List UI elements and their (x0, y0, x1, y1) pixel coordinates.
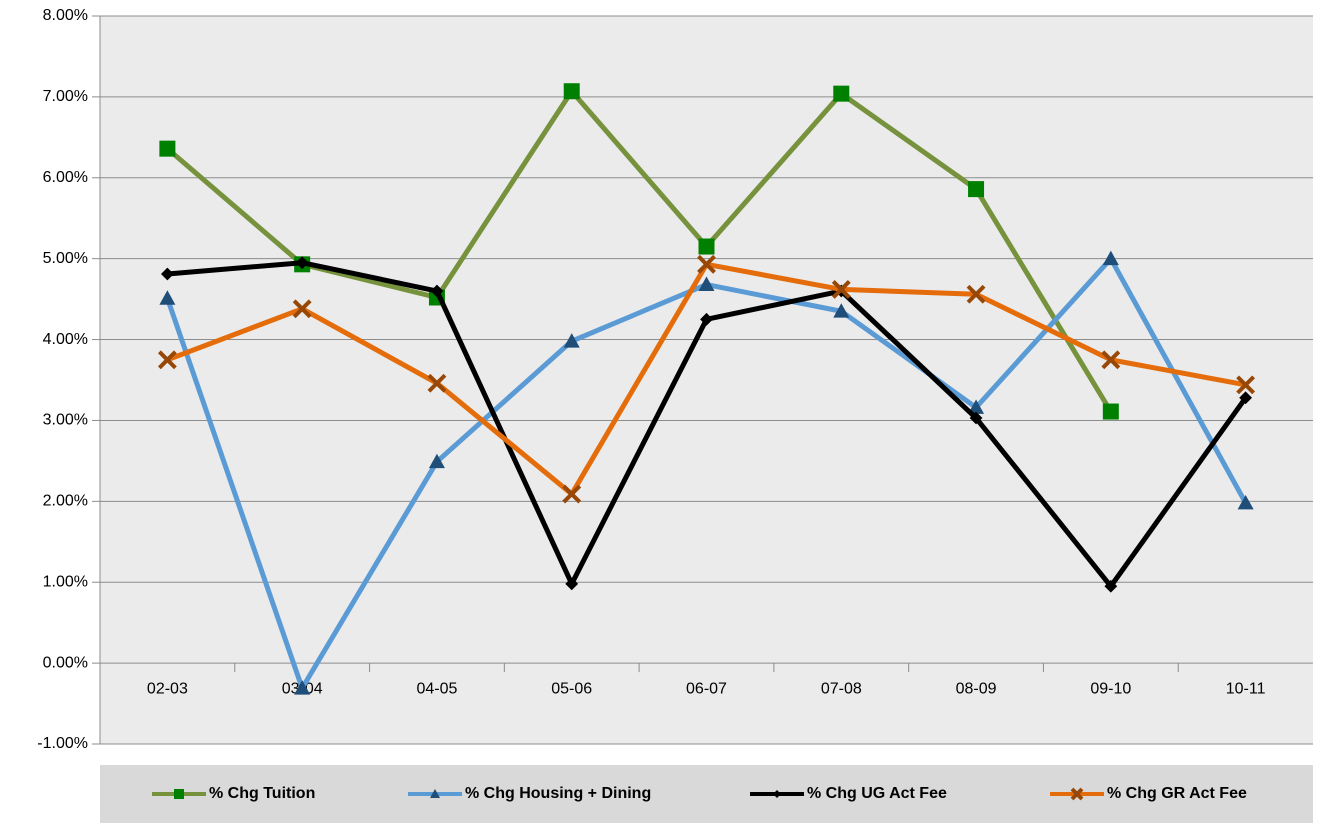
x-tick-label: 08-09 (956, 680, 997, 697)
marker (157, 350, 177, 370)
marker (430, 284, 444, 298)
marker (831, 279, 851, 299)
marker (294, 680, 311, 695)
marker (966, 284, 986, 304)
y-tick-label: 2.00% (43, 493, 88, 510)
y-tick-label: 3.00% (43, 412, 88, 429)
marker (174, 789, 184, 799)
marker (1102, 250, 1119, 266)
x-tick-label: 10-11 (1226, 680, 1266, 697)
y-tick-label: 7.00% (43, 88, 88, 105)
marker (562, 484, 582, 504)
marker (1237, 494, 1254, 510)
x-tick-label: 07-08 (821, 680, 862, 697)
marker (698, 276, 715, 291)
marker (1070, 787, 1084, 801)
marker (700, 312, 713, 326)
legend (100, 765, 1313, 823)
y-tick-label: 5.00% (43, 250, 88, 267)
marker (565, 577, 579, 591)
marker (428, 453, 445, 469)
marker (833, 85, 850, 102)
marker (295, 256, 309, 270)
marker (292, 299, 312, 319)
legend-label: % Chg Housing + Dining (465, 785, 651, 802)
marker (773, 790, 781, 798)
marker (1236, 375, 1256, 395)
marker (968, 399, 985, 414)
marker (563, 333, 580, 348)
marker (1104, 579, 1118, 593)
y-tick-label: 8.00% (43, 7, 88, 24)
x-tick-label: 09-10 (1090, 680, 1131, 697)
marker (1239, 391, 1253, 405)
legend-label: % Chg UG Act Fee (807, 785, 947, 802)
x-tick-label: 04-05 (416, 680, 457, 697)
marker (968, 181, 985, 198)
marker (563, 83, 580, 100)
y-tick-label: -1.00% (37, 735, 88, 752)
y-tick-label: 1.00% (43, 573, 88, 590)
marker (697, 254, 716, 274)
marker (159, 140, 176, 157)
y-tick-label: 0.00% (43, 654, 88, 671)
x-tick-label: 06-07 (686, 680, 727, 697)
marker (698, 238, 715, 255)
y-tick-label: 6.00% (43, 169, 88, 186)
marker (159, 290, 176, 305)
x-tick-label: 05-06 (551, 680, 592, 697)
marker (833, 303, 850, 318)
legend-label: % Chg GR Act Fee (1107, 785, 1247, 802)
x-tick-label: 02-03 (147, 680, 188, 697)
marker (427, 373, 447, 393)
legend-label: % Chg Tuition (209, 785, 315, 802)
marker (160, 267, 174, 281)
plot-area (100, 16, 1313, 744)
marker (1102, 403, 1119, 420)
y-tick-label: 4.00% (43, 331, 88, 348)
marker (430, 789, 440, 798)
marker (1101, 350, 1121, 370)
marker (969, 411, 983, 425)
